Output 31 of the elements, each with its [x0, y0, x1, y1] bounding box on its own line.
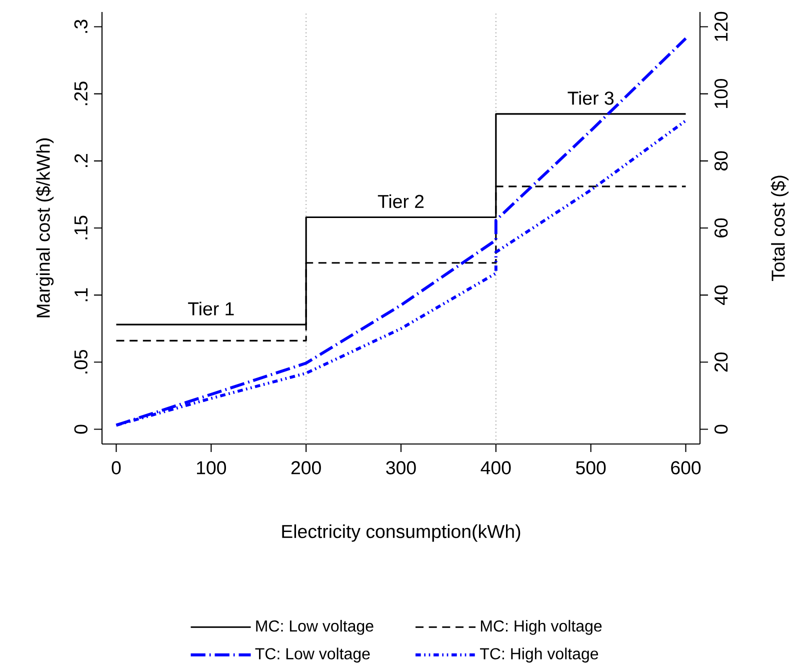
x-tick-label: 600 — [671, 461, 701, 474]
y2-tick-label: 100 — [714, 78, 728, 108]
y2-axis-title: Total cost ($) — [770, 176, 789, 281]
y-tick-label: 0 — [74, 424, 88, 434]
y-tick-label: .1 — [74, 288, 88, 302]
annotation: Tier 1 — [188, 302, 234, 316]
y-tick-label: .15 — [74, 216, 88, 240]
y-tick-label: .05 — [74, 350, 88, 374]
y2-tick-label: 0 — [714, 424, 728, 434]
annotation: Tier 2 — [378, 194, 424, 208]
y-tick-label: .3 — [74, 20, 88, 33]
legend-label: TC: High voltage — [480, 648, 598, 663]
y2-tick-label: 20 — [714, 352, 728, 372]
x-tick-label: 300 — [386, 461, 416, 474]
y-tick-label: .2 — [74, 154, 88, 167]
x-tick-label: 0 — [112, 461, 121, 474]
legend-label: TC: Low voltage — [255, 648, 370, 663]
y2-tick-label: 120 — [714, 12, 728, 41]
y2-tick-label: 60 — [714, 218, 728, 238]
legend-label: MC: Low voltage — [256, 620, 374, 635]
x-tick-label: 400 — [480, 461, 511, 474]
x-tick-label: 500 — [576, 461, 606, 474]
x-tick-label: 200 — [291, 461, 321, 474]
y-tick-label: .25 — [74, 82, 88, 106]
annotation: Tier 3 — [568, 91, 614, 105]
legend-label: MC: High voltage — [480, 620, 602, 635]
x-tick-label: 100 — [197, 461, 226, 474]
x-axis-title: Electricity consumption(kWh) — [282, 524, 520, 542]
y2-tick-label: 40 — [714, 285, 728, 306]
y2-tick-label: 80 — [714, 151, 728, 170]
y-axis-title: Marginal cost ($/kWh) — [36, 138, 54, 318]
